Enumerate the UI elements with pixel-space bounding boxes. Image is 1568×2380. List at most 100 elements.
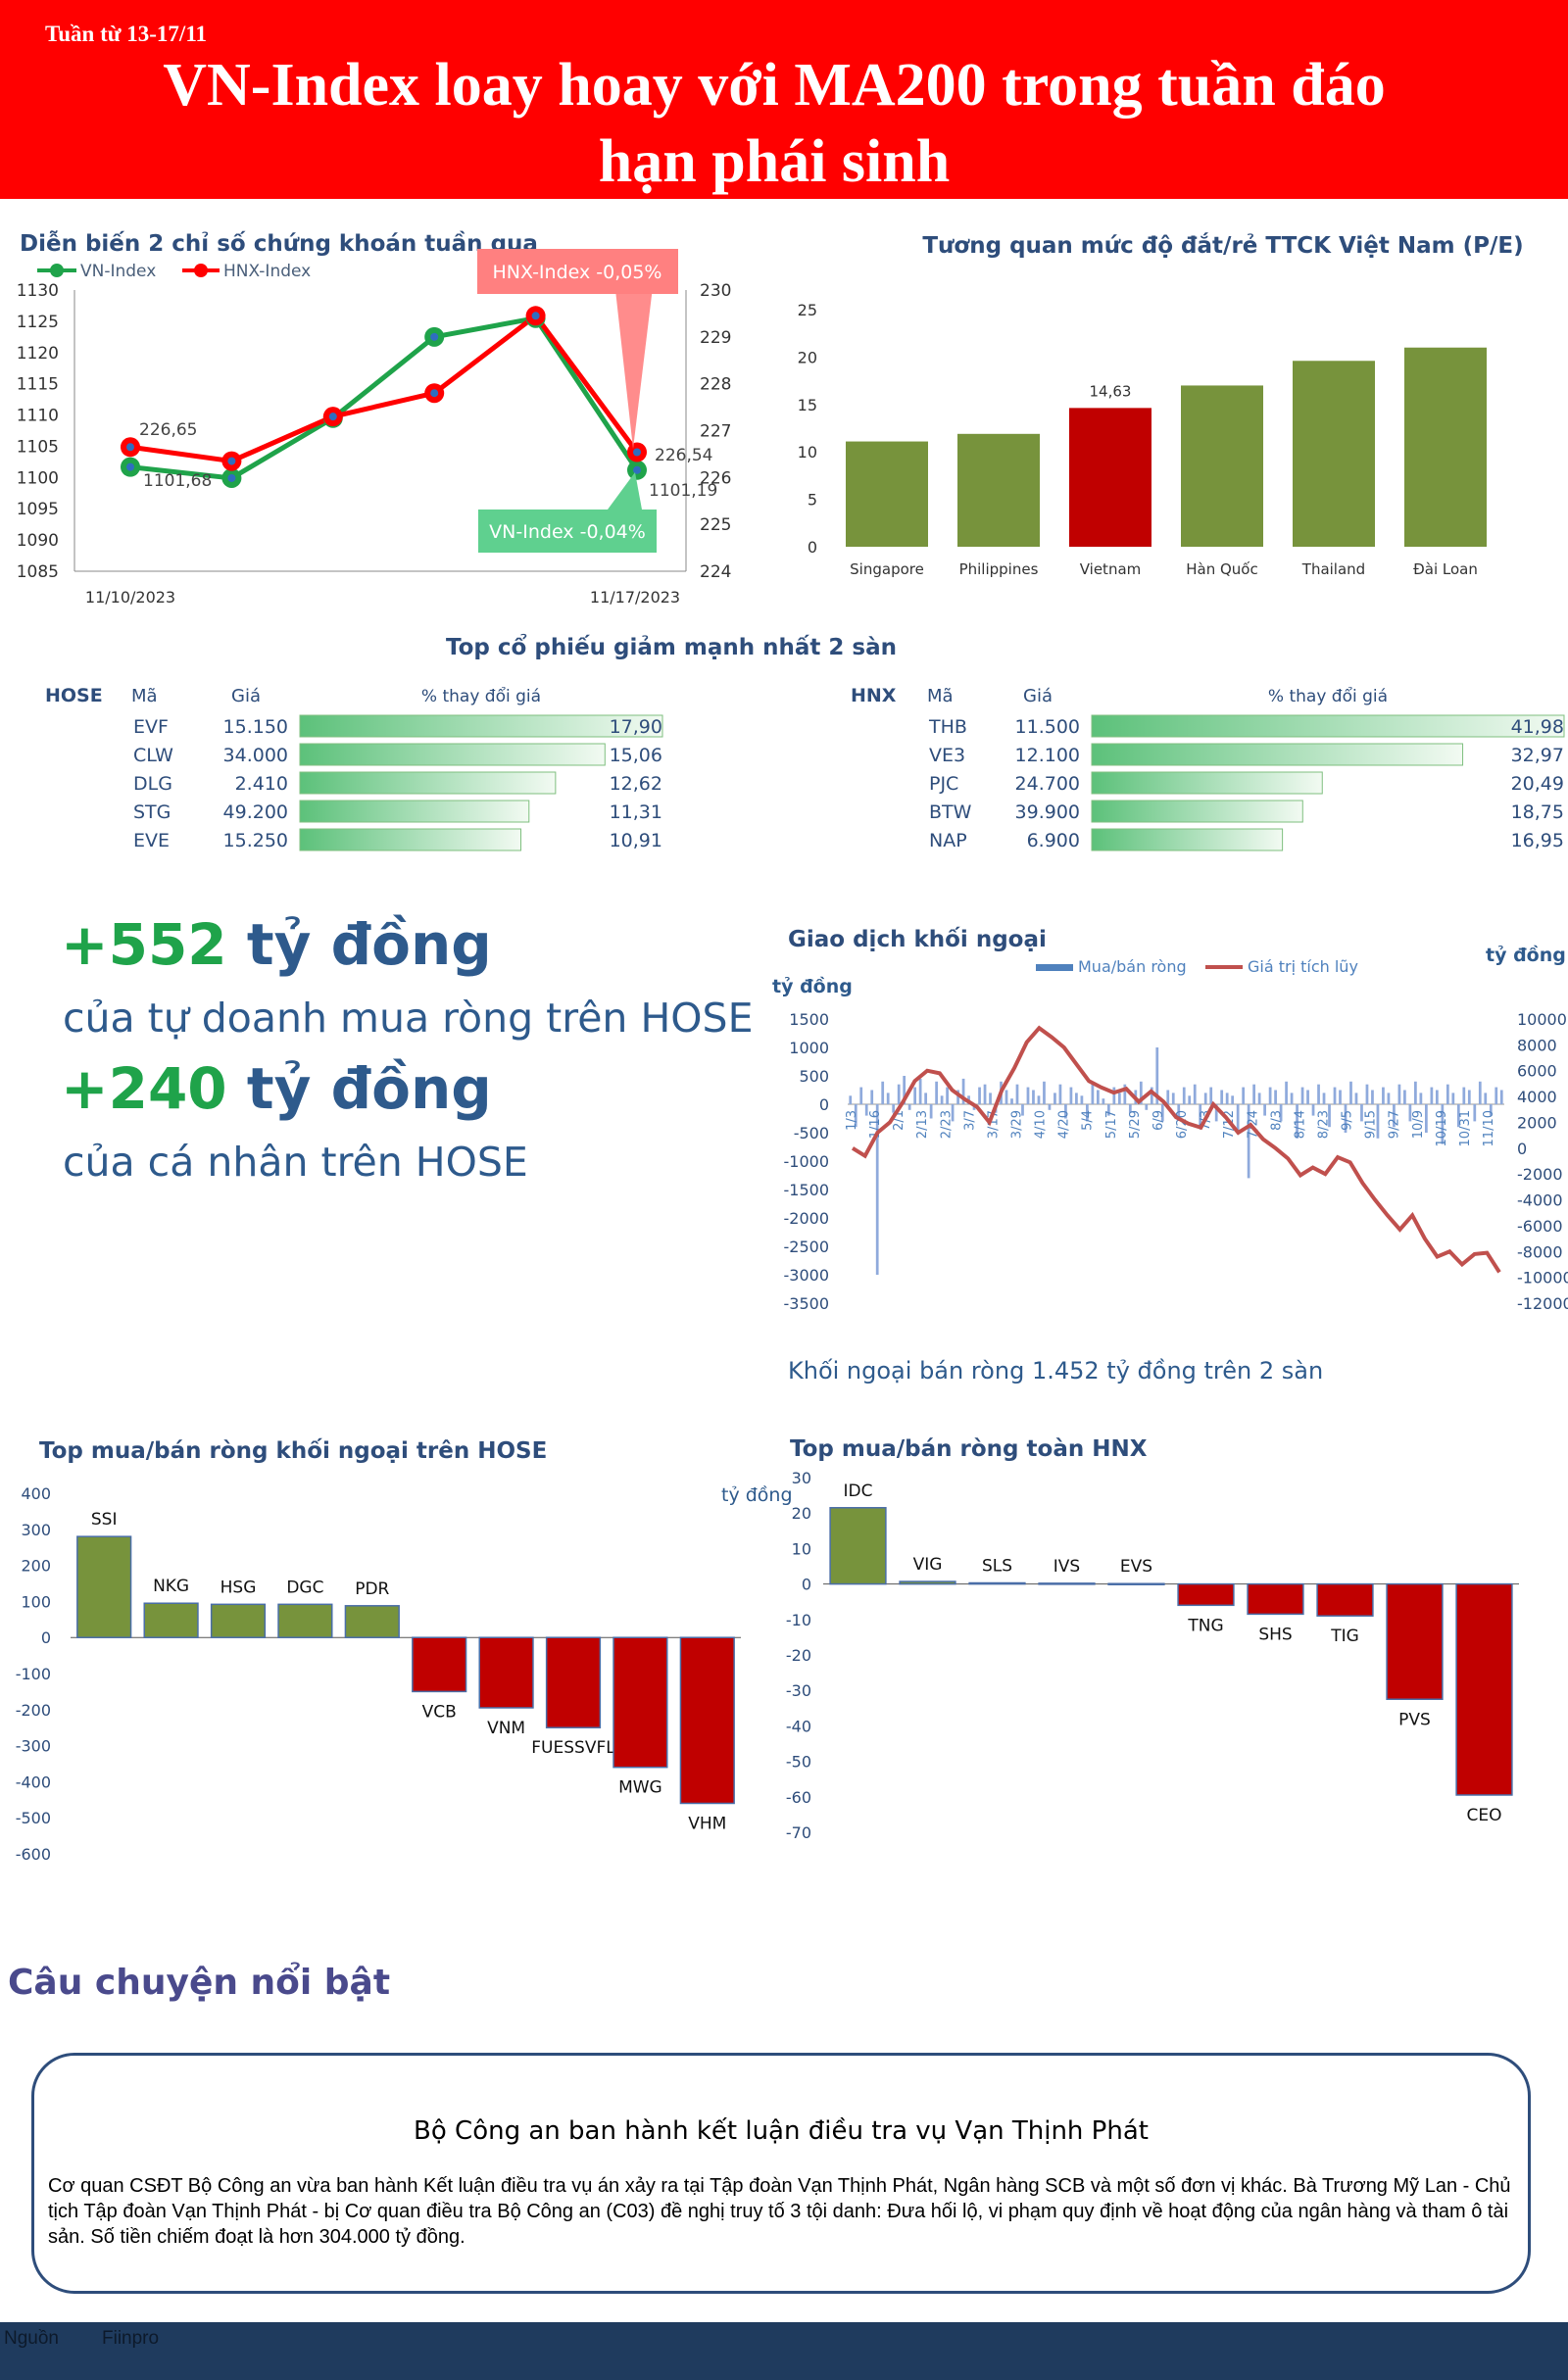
foreign-net-bar [961, 1078, 965, 1104]
foreign-net-bar [1414, 1081, 1417, 1104]
table-row-price: 12.100 [1015, 745, 1080, 766]
table-row-change: 11,31 [610, 801, 662, 823]
foreign-net-bar [1182, 1087, 1186, 1104]
hnx-callout-text: HNX-Index -0,05% [493, 262, 662, 283]
foreign-net-bar [870, 1090, 874, 1104]
foreign-unit-right: tỷ đồng [1486, 944, 1566, 966]
index-right-tick: 226 [700, 468, 731, 488]
legend-vn-label: VN-Index [80, 262, 156, 281]
vn-callout [478, 510, 657, 553]
index-right-tick: 225 [700, 515, 731, 535]
table-row-change: 20,49 [1511, 773, 1564, 795]
index-chart-title: Diễn biến 2 chỉ số chứng khoán tuần qua [20, 230, 538, 257]
foreign-left-tick: 1000 [789, 1039, 829, 1057]
legend-hnx-marker [194, 264, 208, 277]
footer: Nguồn Fiinpro [0, 2322, 1568, 2380]
y-tick: -20 [786, 1646, 811, 1665]
foreign-net-bar [1054, 1093, 1056, 1104]
vn-end-label: 1101,19 [649, 481, 717, 501]
table-row-code: VE3 [929, 745, 965, 766]
y-tick: -50 [786, 1753, 811, 1772]
foreign-date-label: 10/19 [1435, 1110, 1449, 1146]
table-row-price: 15.150 [223, 716, 288, 738]
y-tick: 100 [21, 1592, 51, 1611]
table-col-price: Giá [1023, 686, 1053, 706]
foreign-net-bar [1150, 1087, 1153, 1104]
foreign-net-bar [946, 1087, 949, 1104]
foreign-right-tick: 8000 [1517, 1036, 1557, 1054]
foreign-date-label: 2/23 [939, 1110, 954, 1139]
bar-label-tng: TNG [1187, 1616, 1223, 1635]
bar-hsg [210, 1603, 267, 1638]
vn-index-point-core [227, 473, 236, 482]
index-right-tick: 227 [700, 422, 731, 442]
pe-y-tick: 25 [798, 301, 817, 319]
y-tick: -40 [786, 1717, 811, 1735]
foreign-net-bar [1494, 1087, 1498, 1104]
foreign-net-bar [1242, 1087, 1246, 1104]
table-col-code: Mã [131, 686, 158, 706]
table-row-change: 10,91 [610, 830, 662, 851]
pe-y-tick: 15 [798, 396, 817, 414]
foreign-net-bar [1365, 1084, 1369, 1104]
hnx-index-point-core [531, 312, 540, 320]
foreign-net-bar [1102, 1098, 1105, 1104]
table-row-price: 34.000 [223, 745, 288, 766]
foreign-net-bar [1446, 1084, 1449, 1104]
foreign-net-bar [1096, 1090, 1100, 1104]
table-row-change-bar [299, 828, 522, 851]
foreign-net-bar [1456, 1104, 1460, 1128]
table-row-code: BTW [929, 801, 972, 823]
top-decline-tables: HOSE Mã Giá % thay đổi giá EVF 15.150 17,90 CLW… [45, 685, 1565, 851]
foreign-net-bar [854, 1104, 858, 1128]
foreign-net-bar [1263, 1104, 1266, 1116]
table-exchange: HOSE [45, 685, 103, 706]
bar-label-evs: EVS [1120, 1557, 1152, 1577]
table-row-code: EVF [133, 716, 169, 738]
vn-start-label: 1101,68 [143, 471, 212, 491]
foreign-net-bar [1393, 1104, 1396, 1128]
foreign-net-bar [1274, 1090, 1277, 1104]
foreign-net-bar [1086, 1104, 1089, 1122]
foreign-left-tick: 500 [799, 1067, 829, 1086]
foreign-date-label: 5/4 [1081, 1110, 1096, 1131]
foreign-left-tick: -500 [794, 1124, 829, 1142]
bar-vhm [679, 1636, 735, 1805]
foreign-net-bar [1268, 1087, 1272, 1104]
foreign-cumulative-line [851, 1025, 1501, 1274]
y-tick: -600 [16, 1845, 51, 1862]
foreign-date-label: 10/9 [1411, 1110, 1426, 1139]
y-tick: 400 [21, 1484, 51, 1503]
table-row-change-bar [1091, 771, 1323, 795]
table-row-change-bar [1091, 828, 1284, 851]
foreign-net-bar [1106, 1104, 1110, 1116]
pe-y-tick: 10 [798, 443, 817, 461]
y-tick: -200 [16, 1701, 51, 1720]
foreign-net-bar [1354, 1093, 1358, 1104]
pe-bar-singapore [846, 441, 928, 547]
foreign-net-bar [1225, 1093, 1229, 1104]
foreign-net-bar [1037, 1095, 1041, 1104]
story-title: Bộ Công an ban hành kết luận điều tra vụ… [414, 2116, 1149, 2146]
bar-label-hsg: HSG [220, 1578, 257, 1597]
table-row-change: 18,75 [1511, 801, 1564, 823]
foreign-net-bar [1462, 1087, 1466, 1104]
foreign-date-label: 10/31 [1458, 1110, 1473, 1146]
table-row-change-bar [1091, 714, 1565, 738]
bar-ceo [1455, 1582, 1513, 1796]
index-x-label-end: 11/17/2023 [590, 588, 680, 607]
foreign-net-bar [1424, 1104, 1428, 1133]
foreign-date-label: 5/17 [1104, 1110, 1119, 1139]
bar-nkg [143, 1602, 199, 1638]
bar-evs [1107, 1582, 1165, 1585]
foreign-net-bar [1344, 1104, 1348, 1133]
index-right-tick: 224 [700, 562, 731, 582]
index-right-tick: 230 [700, 281, 731, 301]
foreign-net-bar [1296, 1104, 1298, 1139]
table-row-code: PJC [929, 773, 958, 795]
table-row-price: 24.700 [1015, 773, 1080, 795]
foreign-net-bar [1075, 1093, 1078, 1104]
y-tick: -500 [16, 1809, 51, 1827]
foreign-caption: Khối ngoại bán ròng 1.452 tỷ đồng trên 2… [788, 1357, 1323, 1384]
foreign-net-bar [1484, 1093, 1488, 1104]
